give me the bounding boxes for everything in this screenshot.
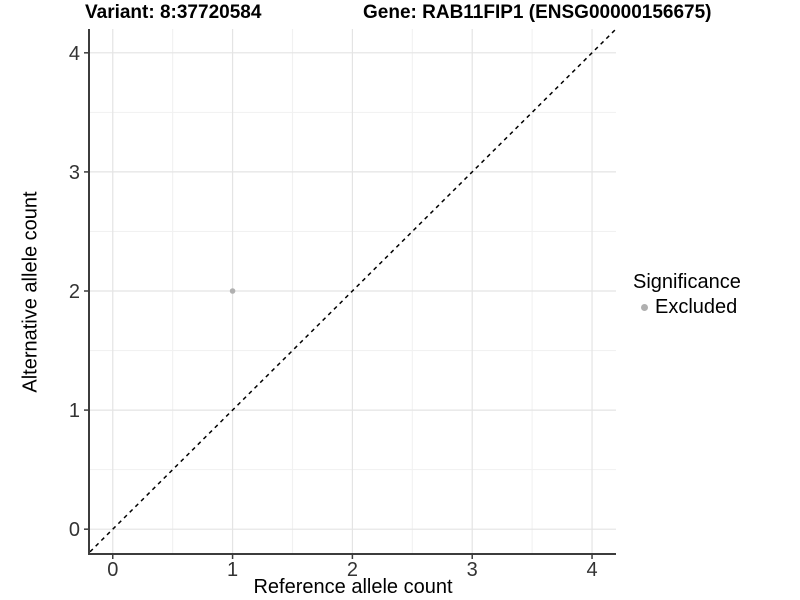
plot-title-gene: Gene: RAB11FIP1 (ENSG00000156675): [363, 2, 712, 23]
excluded-point-icon: [640, 303, 648, 311]
identity-reference-line: [89, 28, 617, 553]
y-tick-label: 4: [69, 43, 80, 65]
legend-key: [635, 303, 653, 311]
plot-title-variant: Variant: 8:37720584: [85, 2, 262, 23]
x-tick-label: 0: [107, 559, 118, 581]
x-tick-label: 3: [467, 559, 478, 581]
y-tick-label: 1: [69, 400, 80, 422]
legend-item-label: Excluded: [655, 296, 738, 318]
x-axis-title: Reference allele count: [253, 576, 453, 598]
x-tick-label: 4: [586, 559, 597, 581]
y-tick-label: 3: [69, 162, 80, 184]
x-tick-label: 1: [227, 559, 238, 581]
y-tick-label: 2: [69, 281, 80, 303]
legend-title: Significance: [633, 271, 741, 293]
y-axis-title: Alternative allele count: [19, 191, 42, 393]
legend: Significance Excluded: [633, 271, 741, 318]
y-tick-label: 0: [69, 519, 80, 541]
x-tick-label: 2: [347, 559, 358, 581]
data-point: [229, 288, 236, 294]
legend-item: Excluded: [633, 296, 741, 318]
